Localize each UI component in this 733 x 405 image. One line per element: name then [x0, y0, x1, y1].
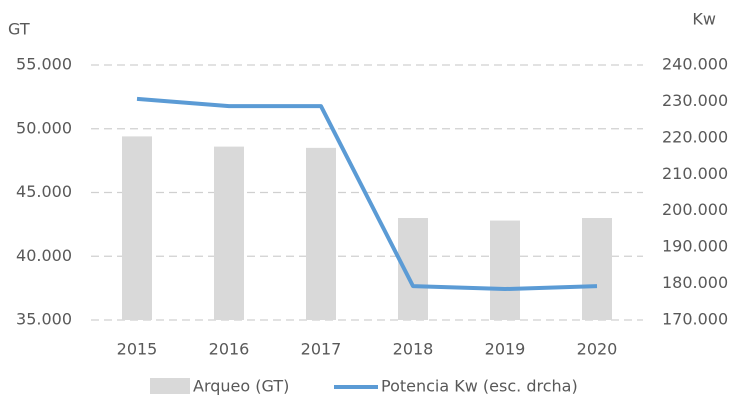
line: [136, 96, 598, 292]
x-tick-label: 2015: [117, 340, 158, 359]
y2-tick-label: 210.000: [662, 164, 728, 183]
y2-tick-label: 170.000: [662, 310, 728, 329]
x-tick-label: 2017: [301, 340, 342, 359]
bar: [306, 147, 336, 320]
y-tick-label: 50.000: [16, 118, 72, 137]
y2-tick-label: 220.000: [662, 127, 728, 146]
x-tick-label: 2020: [577, 340, 618, 359]
bar: [214, 146, 244, 320]
legend-swatch: [150, 378, 190, 394]
y-tick-label: 40.000: [16, 246, 72, 265]
x-tick-label: 2019: [485, 340, 526, 359]
y2-tick-label: 190.000: [662, 237, 728, 256]
y2-tick-label: 230.000: [662, 91, 728, 110]
legend-label: Potencia Kw (esc. drcha): [381, 377, 578, 396]
y-tick-label: 45.000: [16, 182, 72, 201]
y2-tick-label: 240.000: [662, 55, 728, 74]
x-tick-label: 2016: [209, 340, 250, 359]
bar: [490, 220, 520, 320]
y2-tick-label: 200.000: [662, 200, 728, 219]
y-axis-label: GT: [8, 20, 30, 39]
bar: [122, 136, 152, 320]
legend-label: Arqueo (GT): [193, 377, 289, 396]
y-tick-label: 35.000: [16, 310, 72, 329]
y2-tick-label: 180.000: [662, 273, 728, 292]
x-tick-label: 2018: [393, 340, 434, 359]
bar: [582, 218, 612, 320]
y-tick-label: 55.000: [16, 55, 72, 74]
y2-axis-label: Kw: [692, 10, 716, 29]
